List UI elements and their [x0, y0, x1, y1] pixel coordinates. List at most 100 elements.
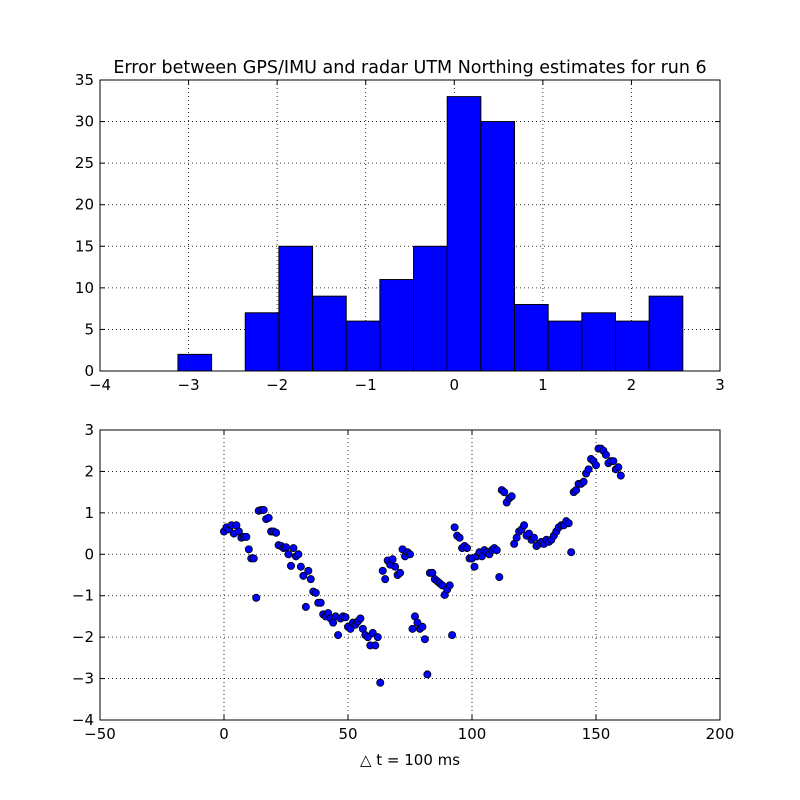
hist-x-tick-label: 0	[450, 376, 460, 394]
scatter-y-tick-label: 0	[84, 545, 94, 563]
histogram-bar	[648, 295, 684, 372]
scatter-point	[296, 562, 305, 571]
scatter-point	[316, 598, 325, 607]
scatter-point	[284, 550, 293, 559]
scatter-point	[495, 573, 504, 582]
scatter-point	[306, 575, 315, 584]
scatter-point	[334, 631, 343, 640]
histogram-frame	[99, 79, 721, 372]
scatter-point	[408, 624, 417, 633]
histogram-bar	[514, 303, 549, 372]
scatter-point	[418, 622, 427, 631]
scatter-x-tick-label: −50	[84, 725, 116, 743]
hist-x-tick-label: −4	[89, 376, 111, 394]
scatter-point	[601, 450, 610, 459]
hist-x-tick-label: 3	[715, 376, 725, 394]
scatter-point	[391, 562, 400, 571]
histogram-bar	[278, 245, 314, 372]
scatter-point	[448, 631, 457, 640]
scatter-frame	[99, 429, 721, 721]
scatter-point	[420, 635, 429, 644]
scatter-point	[564, 519, 573, 528]
scatter-point	[492, 546, 501, 555]
scatter-point	[341, 613, 350, 622]
histogram-bar	[547, 320, 583, 372]
scatter-point	[376, 678, 385, 687]
scatter-y-tick-label: −1	[72, 587, 94, 605]
scatter-point	[405, 550, 414, 559]
scatter-point	[579, 477, 588, 486]
scatter-point	[530, 533, 539, 542]
scatter-point	[609, 457, 618, 466]
scatter-y-tick-label: 1	[84, 504, 94, 522]
hist-y-tick-label: 35	[75, 71, 94, 89]
scatter-point	[470, 562, 479, 571]
hist-y-tick-label: 0	[84, 362, 94, 380]
scatter-y-tick-label: 2	[84, 462, 94, 480]
scatter-point	[584, 465, 593, 474]
scatter-point	[252, 593, 261, 602]
scatter-point	[356, 614, 365, 623]
hist-x-tick-label: 2	[627, 376, 637, 394]
hist-x-tick-label: −1	[355, 376, 377, 394]
scatter-point	[450, 523, 459, 532]
scatter-point	[388, 555, 397, 564]
scatter-point	[616, 471, 625, 480]
scatter-x-tick-label: 0	[219, 725, 229, 743]
hist-y-tick-label: 25	[75, 154, 94, 172]
scatter-point	[592, 461, 601, 470]
scatter-point	[463, 544, 472, 553]
scatter-point	[507, 492, 516, 501]
scatter-point	[289, 544, 298, 553]
scatter-point	[281, 543, 290, 552]
scatter-point	[373, 633, 382, 642]
scatter-point	[304, 566, 313, 575]
hist-x-tick-label: 1	[538, 376, 548, 394]
hist-y-tick-label: 5	[84, 320, 94, 338]
histogram-bar	[614, 320, 650, 372]
histogram-bar	[379, 279, 415, 372]
scatter-x-tick-label: 150	[582, 725, 611, 743]
scatter-point	[311, 588, 320, 597]
hist-y-tick-label: 15	[75, 237, 94, 255]
scatter-point	[249, 554, 258, 563]
histogram-bar	[581, 312, 616, 372]
scatter-x-tick-label: 50	[338, 725, 357, 743]
scatter-point	[371, 641, 380, 650]
histogram-bar	[413, 245, 448, 372]
scatter-point	[455, 533, 464, 542]
scatter-point	[396, 568, 405, 577]
scatter-y-tick-label: 3	[84, 421, 94, 439]
scatter-point	[244, 545, 253, 554]
scatter-point	[614, 463, 623, 472]
scatter-x-tick-label: 100	[458, 725, 487, 743]
scatter-point	[567, 548, 576, 557]
histogram-bar	[446, 96, 482, 372]
hist-y-tick-label: 20	[75, 196, 94, 214]
chart-title: Error between GPS/IMU and radar UTM Nort…	[113, 58, 706, 78]
histogram-bar	[480, 121, 516, 372]
scatter-point	[445, 581, 454, 590]
scatter-plot: −50 0 50 100 150 200 −4 −3 −2 −1 0 1 2 3	[72, 421, 734, 743]
scatter-x-tick-label: 200	[706, 725, 735, 743]
scatter-y-tick-label: −3	[72, 670, 94, 688]
scatter-point	[378, 566, 387, 575]
hist-y-tick-label: 10	[75, 279, 94, 297]
scatter-point	[299, 571, 308, 580]
scatter-point	[500, 488, 509, 497]
scatter-point	[520, 521, 529, 530]
scatter-point	[242, 532, 251, 541]
hist-x-tick-label: −2	[266, 376, 288, 394]
scatter-point	[264, 513, 273, 522]
histogram-bar	[312, 295, 347, 372]
scatter-point	[381, 575, 390, 584]
histogram-bar	[244, 312, 280, 372]
scatter-point	[286, 561, 295, 570]
scatter-point	[294, 550, 303, 559]
scatter-point	[259, 505, 268, 514]
scatter-y-tick-label: −4	[72, 711, 94, 729]
x-axis-label: △ t = 100 ms	[360, 751, 460, 769]
histogram-bar	[177, 353, 213, 372]
